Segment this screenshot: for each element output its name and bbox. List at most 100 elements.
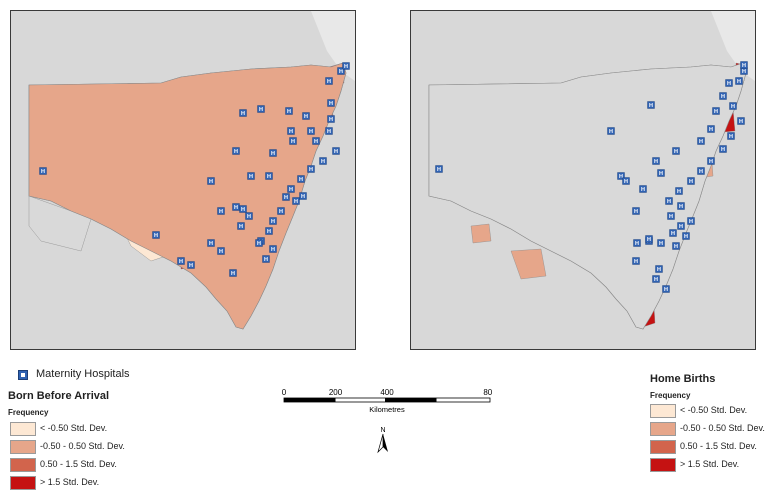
legend-swatch <box>10 422 36 436</box>
svg-text:H: H <box>234 205 238 211</box>
svg-text:H: H <box>344 64 348 70</box>
svg-text:H: H <box>287 109 291 115</box>
hospital-marker: H <box>312 137 320 145</box>
hospital-marker: H <box>737 117 745 125</box>
svg-text:H: H <box>219 249 223 255</box>
svg-text:H: H <box>729 134 733 140</box>
hospital-marker: H <box>255 239 263 247</box>
svg-text:H: H <box>209 179 213 185</box>
hospital-marker: H <box>177 257 185 265</box>
svg-text:H: H <box>634 209 638 215</box>
hospital-marker: H <box>655 265 663 273</box>
legend-label: 0.50 - 1.5 Std. Dev. <box>680 441 757 451</box>
legend-label: > 1.5 Std. Dev. <box>680 459 740 469</box>
hospital-marker: H <box>265 172 273 180</box>
svg-text:H: H <box>721 94 725 100</box>
hospital-marker: H <box>239 205 247 213</box>
svg-text:H: H <box>271 219 275 225</box>
svg-text:H: H <box>654 277 658 283</box>
svg-text:H: H <box>329 117 333 123</box>
hospital-marker: H <box>325 77 333 85</box>
hospital-marker: H <box>247 172 255 180</box>
svg-text:H: H <box>239 224 243 230</box>
svg-text:H: H <box>721 147 725 153</box>
svg-text:H: H <box>659 241 663 247</box>
hospital-marker: H <box>665 197 673 205</box>
hospital-marker: H <box>632 207 640 215</box>
svg-text:H: H <box>309 129 313 135</box>
svg-text:H: H <box>291 139 295 145</box>
born-before-arrival-legend-title: Born Before Arrival <box>8 390 110 402</box>
hospital-marker: H <box>282 193 290 201</box>
svg-text:H: H <box>271 151 275 157</box>
svg-text:H: H <box>679 204 683 210</box>
hospital-marker: H <box>652 275 660 283</box>
legend-label: -0.50 - 0.50 Std. Dev. <box>680 423 765 433</box>
svg-text:H: H <box>231 271 235 277</box>
hospital-marker: H <box>302 112 310 120</box>
svg-text:H: H <box>327 79 331 85</box>
hospital-marker: H <box>292 197 300 205</box>
svg-text:H: H <box>739 119 743 125</box>
hospital-marker: H <box>740 61 748 69</box>
svg-text:H: H <box>677 189 681 195</box>
scale-tick-label: 0 <box>282 388 287 397</box>
hospital-marker: H <box>727 132 735 140</box>
hospital-marker: H <box>237 222 245 230</box>
hospital-marker: H <box>307 127 315 135</box>
svg-text:H: H <box>667 199 671 205</box>
hospital-marker: H <box>287 127 295 135</box>
hospital-marker: H <box>342 62 350 70</box>
svg-text:H: H <box>339 69 343 75</box>
svg-text:H: H <box>299 177 303 183</box>
svg-text:H: H <box>624 179 628 185</box>
svg-text:H: H <box>699 139 703 145</box>
scale-unit-label: Kilometres <box>369 405 405 414</box>
hospital-marker: H <box>319 157 327 165</box>
legend-swatch <box>650 458 676 472</box>
hospital-marker: H <box>262 255 270 263</box>
svg-text:H: H <box>654 159 658 165</box>
hospital-marker: H <box>712 107 720 115</box>
hospital-marker: H <box>672 147 680 155</box>
svg-text:H: H <box>289 187 293 193</box>
hospital-marker: H <box>632 257 640 265</box>
hospital-marker: H <box>217 207 225 215</box>
hospital-marker: H <box>299 192 307 200</box>
hospital-marker: H <box>687 217 695 225</box>
hospital-marker: H <box>245 212 253 220</box>
hospital-marker: H <box>677 202 685 210</box>
svg-text:H: H <box>669 214 673 220</box>
svg-text:H: H <box>709 159 713 165</box>
svg-text:H: H <box>635 241 639 247</box>
legend-label: -0.50 - 0.50 Std. Dev. <box>40 441 125 451</box>
hospital-marker: H <box>269 217 277 225</box>
svg-text:H: H <box>264 257 268 263</box>
born-before-arrival-legend-subtitle: Frequency <box>8 408 49 417</box>
svg-text:H: H <box>634 259 638 265</box>
svg-text:H: H <box>699 169 703 175</box>
svg-text:H: H <box>742 63 746 69</box>
hospital-marker: H <box>725 79 733 87</box>
hospital-marker: H <box>327 115 335 123</box>
svg-text:H: H <box>314 139 318 145</box>
legend-label: > 1.5 Std. Dev. <box>40 477 100 487</box>
svg-text:H: H <box>647 237 651 243</box>
svg-text:H: H <box>689 179 693 185</box>
home-births-legend-title: Home Births <box>650 373 716 385</box>
legend-swatch <box>650 422 676 436</box>
hospital-marker: H <box>669 229 677 237</box>
hospital-marker: H <box>652 157 660 165</box>
svg-text:H: H <box>609 129 613 135</box>
svg-text:H: H <box>742 69 746 75</box>
svg-text:H: H <box>294 199 298 205</box>
hospital-marker: H <box>207 177 215 185</box>
hospital-marker: H <box>662 285 670 293</box>
hospital-marker: H <box>285 107 293 115</box>
hospital-marker: H <box>735 77 743 85</box>
hospital-marker: H <box>269 149 277 157</box>
svg-text:H: H <box>731 104 735 110</box>
legend-swatch <box>650 404 676 418</box>
svg-text:H: H <box>247 214 251 220</box>
